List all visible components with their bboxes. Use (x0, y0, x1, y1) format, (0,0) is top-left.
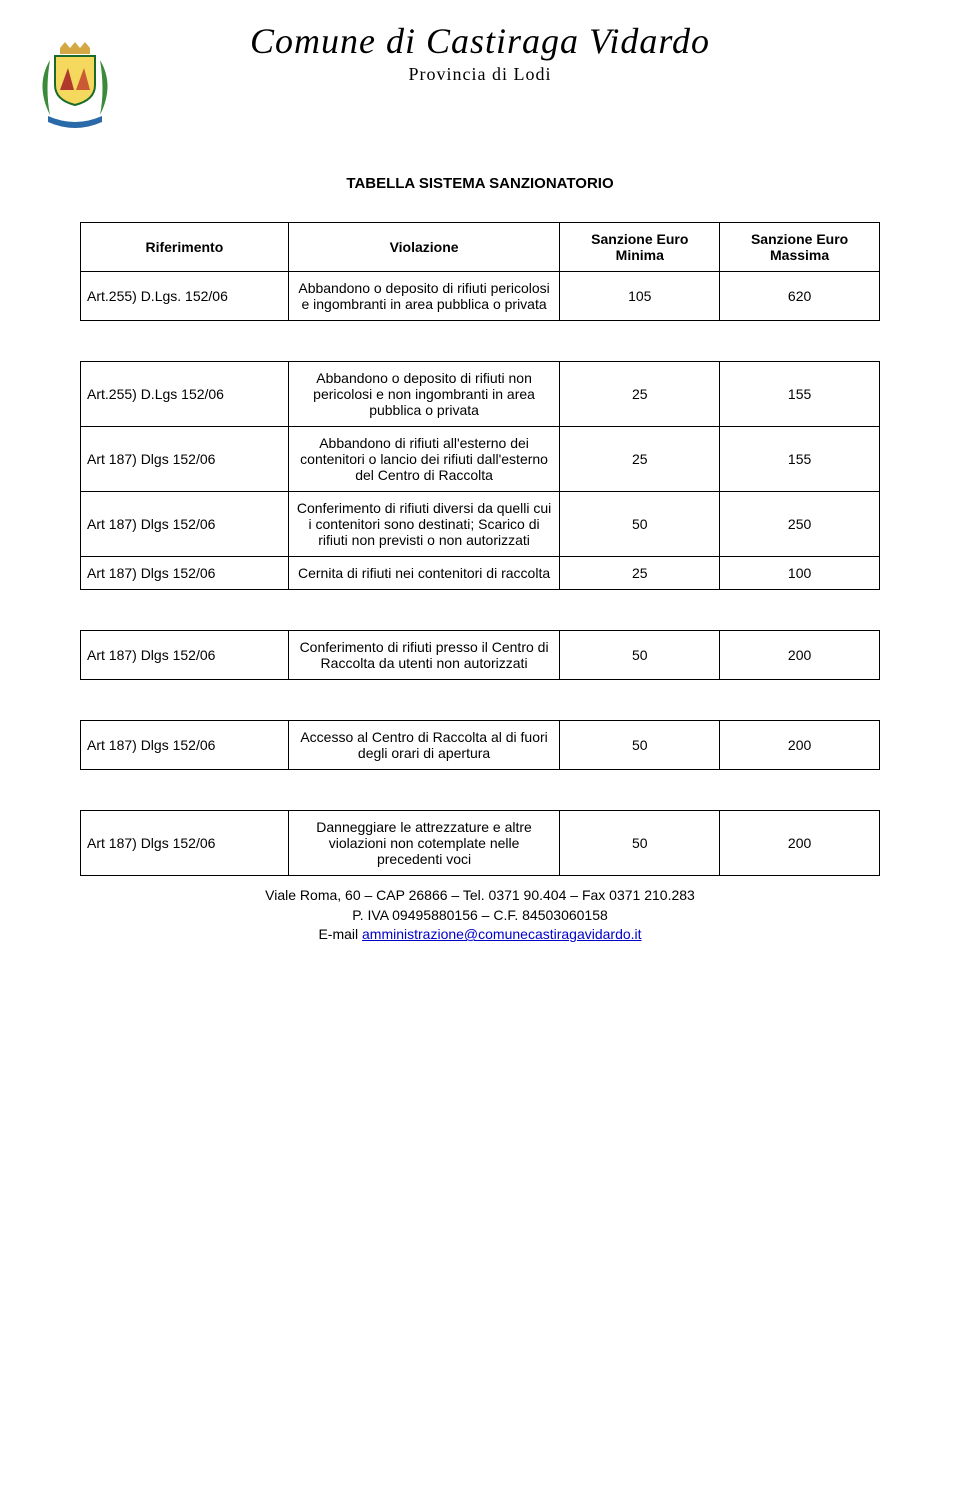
document-header: Comune di Castiraga Vidardo Provincia di… (80, 20, 880, 85)
cell-max: 100 (720, 557, 880, 590)
column-header-min: Sanzione Euro Minima (560, 223, 720, 272)
cell-ref: Art 187) Dlgs 152/06 (81, 811, 289, 876)
table-row: Art 187) Dlgs 152/06Abbandono di rifiuti… (81, 427, 880, 492)
table-row: Art 187) Dlgs 152/06Conferimento di rifi… (81, 492, 880, 557)
cell-max: 200 (720, 811, 880, 876)
cell-ref: Art.255) D.Lgs 152/06 (81, 362, 289, 427)
sanctions-table: Art 187) Dlgs 152/06Accesso al Centro di… (80, 720, 880, 770)
sanctions-tables: RiferimentoViolazioneSanzione Euro Minim… (80, 222, 880, 876)
cell-max: 155 (720, 362, 880, 427)
cell-min: 25 (560, 427, 720, 492)
cell-ref: Art 187) Dlgs 152/06 (81, 557, 289, 590)
cell-max: 200 (720, 631, 880, 680)
footer-address: Viale Roma, 60 – CAP 26866 – Tel. 0371 9… (80, 886, 880, 906)
document-footer: Viale Roma, 60 – CAP 26866 – Tel. 0371 9… (80, 886, 880, 945)
sanctions-table: Art 187) Dlgs 152/06Danneggiare le attre… (80, 810, 880, 876)
cell-vio: Abbandono di rifiuti all'esterno dei con… (288, 427, 560, 492)
cell-ref: Art.255) D.Lgs. 152/06 (81, 272, 289, 321)
cell-min: 105 (560, 272, 720, 321)
cell-min: 50 (560, 631, 720, 680)
column-header-ref: Riferimento (81, 223, 289, 272)
cell-max: 155 (720, 427, 880, 492)
cell-min: 25 (560, 557, 720, 590)
section-title: TABELLA SISTEMA SANZIONATORIO (80, 175, 880, 192)
footer-fiscal: P. IVA 09495880156 – C.F. 84503060158 (80, 906, 880, 926)
sanctions-table: Art 187) Dlgs 152/06Conferimento di rifi… (80, 630, 880, 680)
municipality-title: Comune di Castiraga Vidardo (80, 20, 880, 62)
cell-vio: Abbandono o deposito di rifiuti non peri… (288, 362, 560, 427)
table-row: Art.255) D.Lgs. 152/06Abbandono o deposi… (81, 272, 880, 321)
table-row: Art 187) Dlgs 152/06Conferimento di rifi… (81, 631, 880, 680)
table-row: Art 187) Dlgs 152/06Accesso al Centro di… (81, 721, 880, 770)
column-header-max: Sanzione Euro Massima (720, 223, 880, 272)
cell-max: 200 (720, 721, 880, 770)
cell-vio: Conferimento di rifiuti diversi da quell… (288, 492, 560, 557)
cell-vio: Danneggiare le attrezzature e altre viol… (288, 811, 560, 876)
footer-email-link[interactable]: amministrazione@comunecastiragavidardo.i… (362, 926, 642, 942)
cell-min: 25 (560, 362, 720, 427)
cell-ref: Art 187) Dlgs 152/06 (81, 721, 289, 770)
cell-vio: Conferimento di rifiuti presso il Centro… (288, 631, 560, 680)
sanctions-table: Art.255) D.Lgs 152/06Abbandono o deposit… (80, 361, 880, 590)
cell-max: 620 (720, 272, 880, 321)
cell-vio: Cernita di rifiuti nei contenitori di ra… (288, 557, 560, 590)
footer-email-prefix: E-mail (318, 926, 362, 942)
cell-vio: Abbandono o deposito di rifiuti pericolo… (288, 272, 560, 321)
cell-ref: Art 187) Dlgs 152/06 (81, 427, 289, 492)
column-header-vio: Violazione (288, 223, 560, 272)
table-row: Art 187) Dlgs 152/06Danneggiare le attre… (81, 811, 880, 876)
cell-ref: Art 187) Dlgs 152/06 (81, 631, 289, 680)
municipal-crest-icon (30, 40, 120, 140)
cell-min: 50 (560, 721, 720, 770)
cell-vio: Accesso al Centro di Raccolta al di fuor… (288, 721, 560, 770)
cell-max: 250 (720, 492, 880, 557)
cell-ref: Art 187) Dlgs 152/06 (81, 492, 289, 557)
cell-min: 50 (560, 492, 720, 557)
table-row: Art 187) Dlgs 152/06Cernita di rifiuti n… (81, 557, 880, 590)
sanctions-table: RiferimentoViolazioneSanzione Euro Minim… (80, 222, 880, 321)
province-subtitle: Provincia di Lodi (80, 64, 880, 85)
cell-min: 50 (560, 811, 720, 876)
footer-email-line: E-mail amministrazione@comunecastiragavi… (80, 925, 880, 945)
table-row: Art.255) D.Lgs 152/06Abbandono o deposit… (81, 362, 880, 427)
